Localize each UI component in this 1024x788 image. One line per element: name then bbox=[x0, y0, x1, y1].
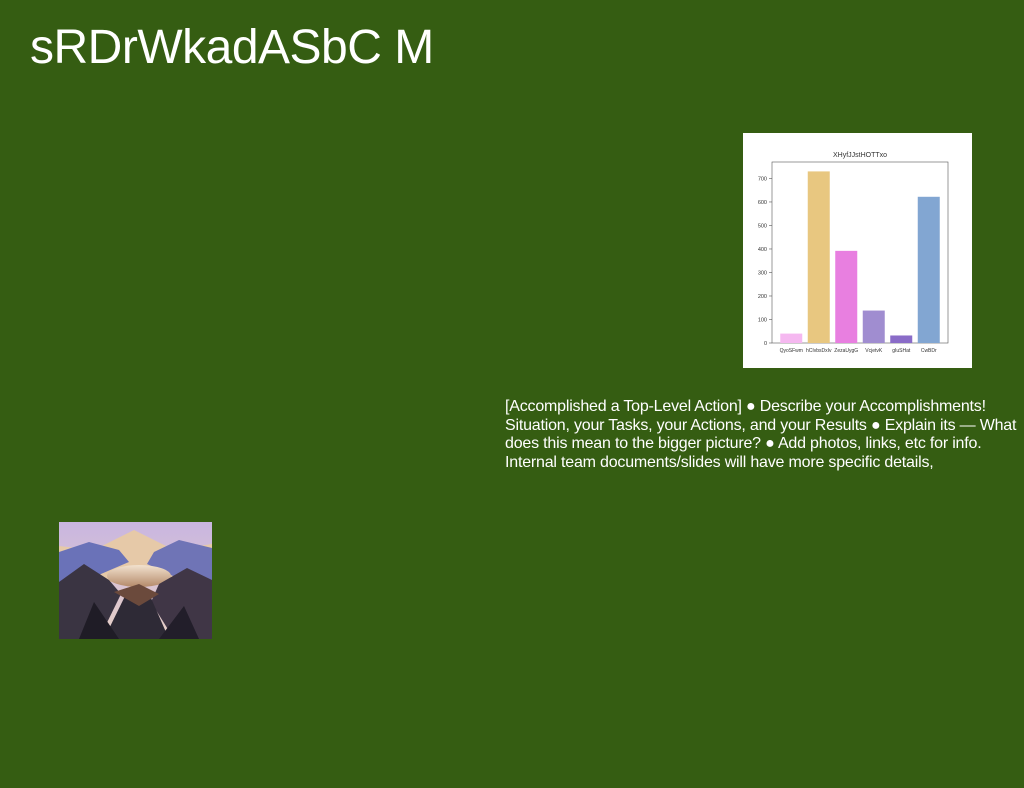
y-tick-label: 500 bbox=[758, 223, 767, 229]
y-axis: 0 100 200 300 400 500 600 700 bbox=[758, 176, 772, 347]
body-text: [Accomplished a Top-Level Action] ● Desc… bbox=[505, 398, 1017, 471]
x-tick-label: ZezaUygG bbox=[834, 348, 858, 354]
x-tick-label: CwBDr bbox=[921, 348, 937, 354]
y-tick-label: 700 bbox=[758, 176, 767, 182]
mountain-lake-photo bbox=[59, 522, 212, 639]
slide-title: sRDrWkadASbC M bbox=[30, 21, 434, 74]
bar bbox=[890, 335, 913, 343]
x-tick-label: VcjetvK bbox=[865, 348, 883, 354]
chart-svg: XHyfJJstHOTTxo 0 100 200 300 400 500 600 700 Qy… bbox=[758, 152, 949, 354]
x-tick-label: gIuSHat bbox=[892, 348, 911, 354]
bars bbox=[780, 171, 940, 343]
y-tick-label: 400 bbox=[758, 247, 767, 253]
y-tick-label: 300 bbox=[758, 270, 767, 276]
x-axis: QyoSFwm hCIvbsDxIv ZezaUygG VcjetvK gIuSHat C… bbox=[780, 348, 937, 354]
bar-chart: XHyfJJstHOTTxo 0 100 200 300 400 500 600 700 Qy… bbox=[743, 133, 972, 368]
bar bbox=[835, 250, 858, 343]
bar bbox=[862, 310, 885, 343]
y-tick-label: 600 bbox=[758, 200, 767, 206]
bar bbox=[780, 333, 803, 343]
x-tick-label: QyoSFwm bbox=[780, 348, 803, 354]
plot-frame bbox=[771, 161, 949, 344]
y-tick-label: 100 bbox=[758, 317, 767, 323]
x-tick-label: hCIvbsDxIv bbox=[806, 348, 832, 354]
bar bbox=[917, 196, 940, 343]
y-tick-label: 200 bbox=[758, 294, 767, 300]
bar bbox=[807, 171, 830, 343]
y-tick-label: 0 bbox=[764, 341, 767, 347]
chart-title: XHyfJJstHOTTxo bbox=[833, 152, 887, 159]
